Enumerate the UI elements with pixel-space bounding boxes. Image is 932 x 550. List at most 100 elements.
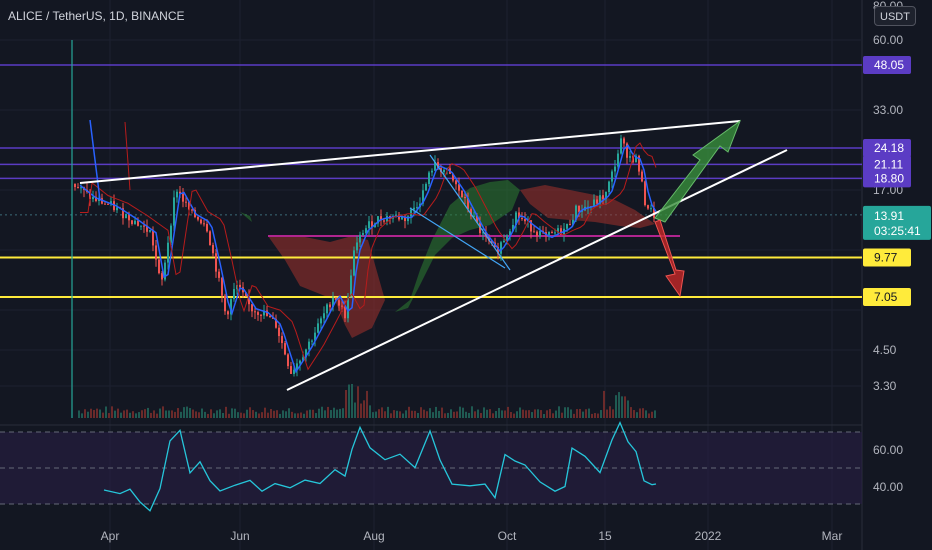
volume-bar <box>387 406 389 418</box>
moving-averages <box>79 119 657 374</box>
volume-bar <box>117 408 119 418</box>
volume-bar <box>297 413 299 418</box>
volume-bar <box>402 413 404 418</box>
volume-bar <box>399 411 401 418</box>
volume-bar <box>495 410 497 418</box>
candle-body <box>401 216 403 220</box>
candle-body <box>116 207 118 211</box>
volume-bar <box>174 411 176 418</box>
volume-bar <box>87 411 89 418</box>
volume-bar <box>462 407 464 418</box>
volume-bar <box>306 410 308 418</box>
candle-body <box>578 205 580 212</box>
volume-bar <box>330 410 332 418</box>
price-tick-label: 33.00 <box>873 103 903 117</box>
candle-body <box>476 215 478 223</box>
candle-body <box>134 220 136 224</box>
volume-bar <box>354 402 356 418</box>
volume-bar <box>240 412 242 418</box>
candle-body <box>323 313 325 319</box>
candle-body <box>353 250 355 276</box>
volume-bar <box>654 410 656 418</box>
volume-bar <box>249 407 251 418</box>
candle-body <box>173 197 175 226</box>
volume-bar <box>507 406 509 418</box>
level-tag-label: 48.05 <box>874 58 904 72</box>
volume-bar <box>453 411 455 418</box>
volume-bar <box>411 410 413 418</box>
candle-body <box>647 205 649 209</box>
candle-body <box>122 208 124 219</box>
time-axis[interactable]: Apr Jun Aug Oct 15 2022 Mar <box>101 529 843 543</box>
candle-body <box>341 305 343 307</box>
volume-bar <box>285 411 287 418</box>
volume-bar <box>165 410 167 418</box>
candle-body <box>248 296 250 305</box>
time-tick-label: Apr <box>101 529 120 543</box>
candle-body <box>356 242 358 251</box>
last-price-value: 13.91 <box>874 209 904 223</box>
candle-body <box>347 295 349 319</box>
candle-body <box>575 205 577 220</box>
candle-body <box>296 363 298 370</box>
candle-body <box>269 315 271 317</box>
volume-bar <box>294 413 296 418</box>
volume-bar <box>246 409 248 418</box>
volume-bar <box>585 409 587 418</box>
volume-bar <box>396 410 398 418</box>
volume-bar <box>573 413 575 418</box>
volume-bar <box>84 409 86 418</box>
candle-body <box>233 289 235 300</box>
candle-body <box>371 221 373 228</box>
candle-body <box>407 216 409 222</box>
volume-bar <box>390 413 392 418</box>
volume-bar <box>630 407 632 418</box>
volume-bar <box>501 410 503 418</box>
time-tick-label: Aug <box>363 529 384 543</box>
candle-body <box>218 271 220 278</box>
candle-body <box>80 187 82 189</box>
volume-bar <box>375 411 377 418</box>
volume-bar <box>603 390 605 418</box>
candle-body <box>185 201 187 203</box>
candle-body <box>137 220 139 226</box>
candle-body <box>404 216 406 222</box>
candle-body <box>224 295 226 312</box>
candle-body <box>179 191 181 194</box>
volume-bar <box>222 412 224 418</box>
volume-bar <box>276 410 278 418</box>
time-tick-label: 15 <box>598 529 612 543</box>
volume-bar <box>261 412 263 418</box>
volume-bar <box>141 410 143 418</box>
volume-bar <box>477 409 479 418</box>
candle-body <box>245 292 247 297</box>
volume-bar <box>531 412 533 418</box>
volume-bar <box>384 411 386 418</box>
candle-body <box>536 231 538 237</box>
candle-body <box>362 233 364 235</box>
candle-body <box>206 224 208 232</box>
volume-bar <box>150 412 152 418</box>
volume-bar <box>444 413 446 418</box>
candle-body <box>128 213 130 221</box>
volume-bar <box>519 407 521 418</box>
candle-body <box>620 138 622 154</box>
candle-body <box>278 327 280 337</box>
price-axis[interactable]: 80.0060.0033.0017.004.503.3048.0524.1821… <box>863 0 931 494</box>
currency-button[interactable]: USDT <box>874 6 916 26</box>
channel-line <box>409 207 506 269</box>
volume-bar <box>489 409 491 418</box>
candle-body <box>299 360 301 364</box>
candle-body <box>416 207 418 209</box>
candle-body <box>425 184 427 191</box>
volume-bar <box>525 410 527 418</box>
volume-bar <box>435 406 437 418</box>
volume-bar <box>99 409 101 418</box>
volume-bar <box>642 408 644 418</box>
volume-bar <box>492 413 494 418</box>
candle-body <box>335 298 337 301</box>
volume-bar <box>300 412 302 418</box>
candle-body <box>287 354 289 367</box>
volume-bar <box>114 410 116 418</box>
